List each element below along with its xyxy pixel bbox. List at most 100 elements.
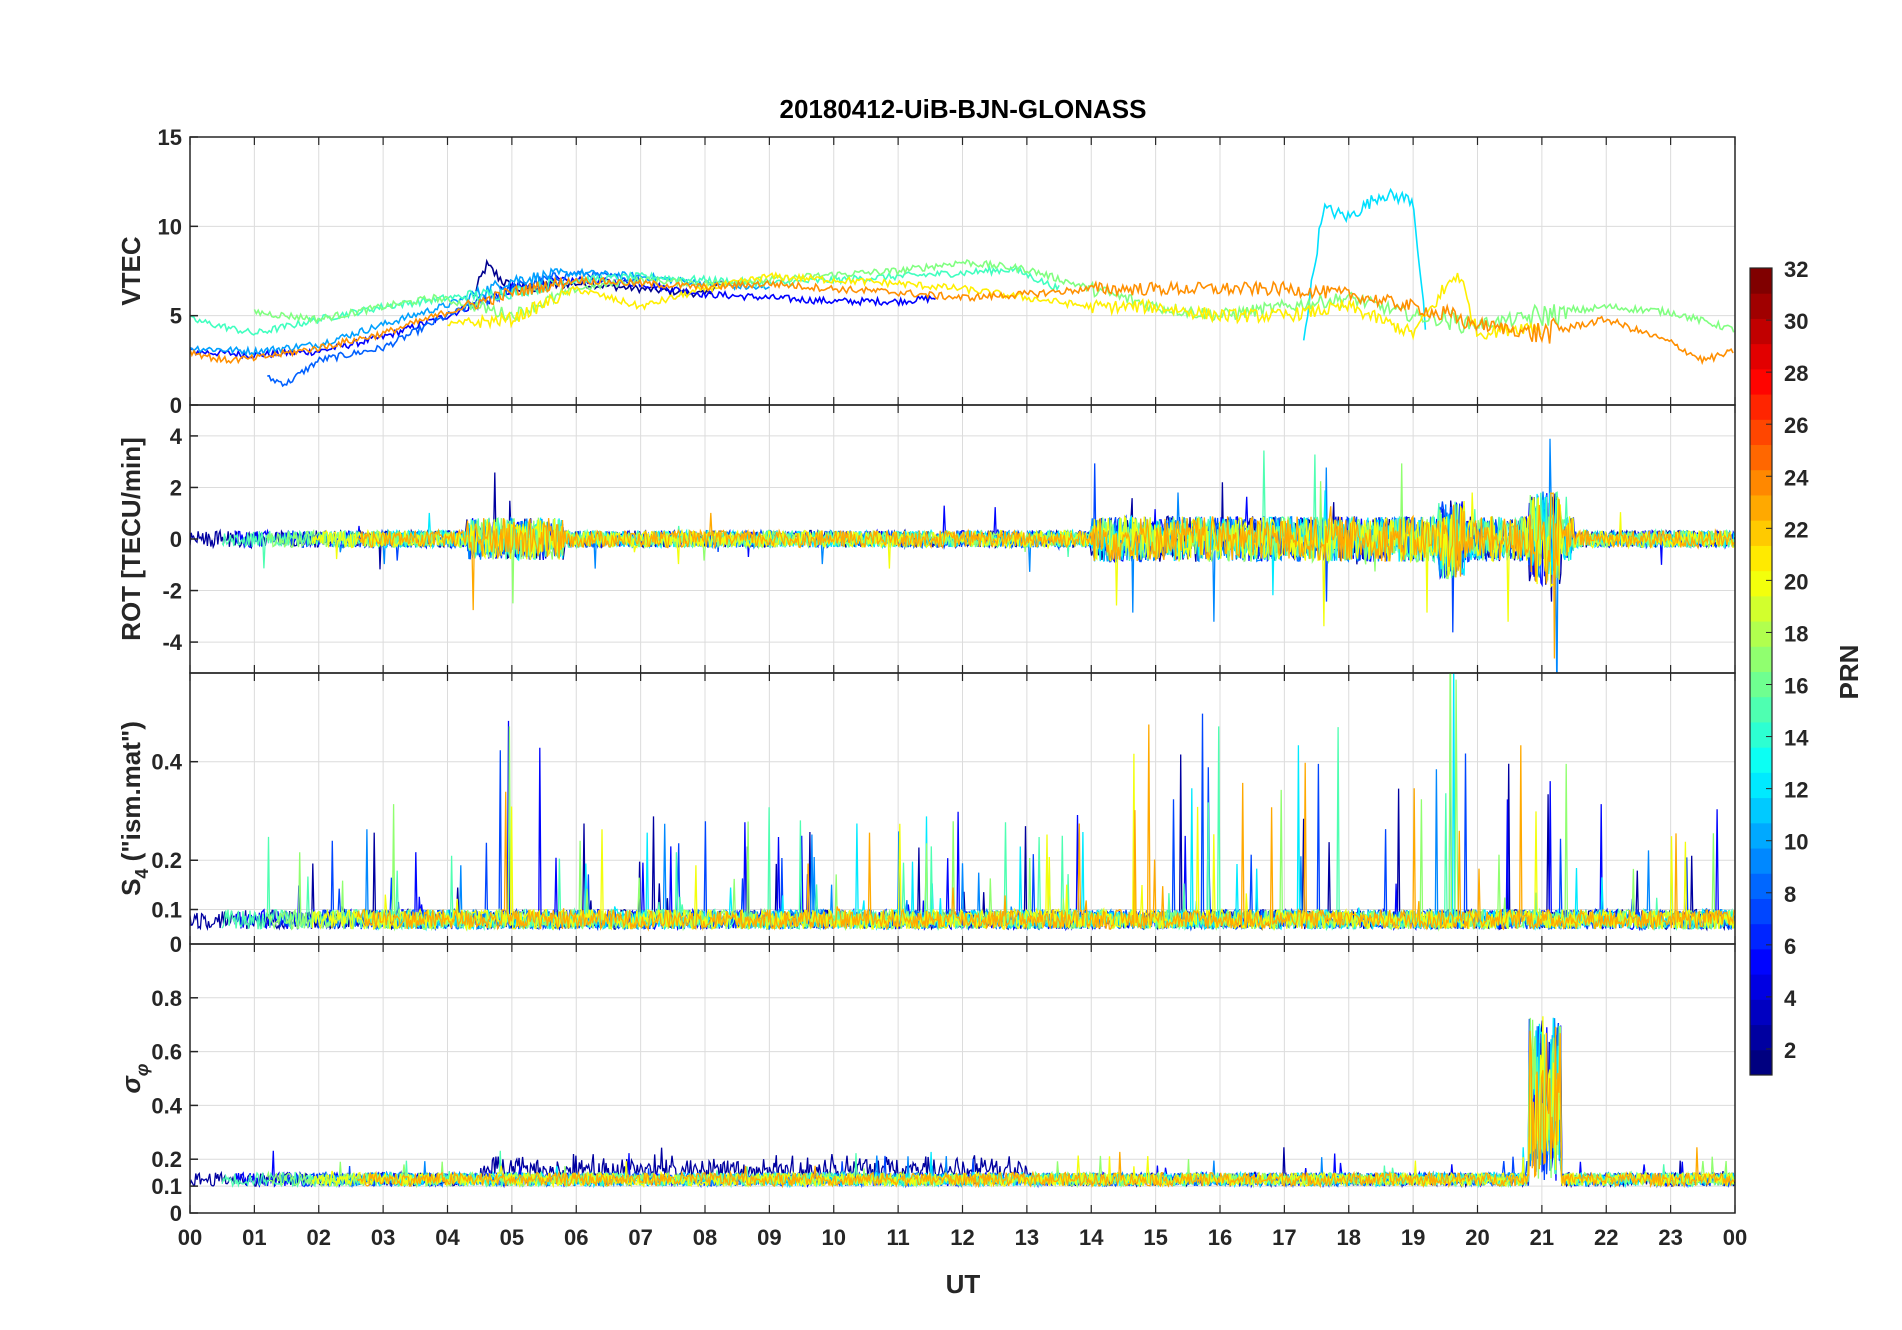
colorbar-segment	[1750, 570, 1772, 597]
vtec-series-line	[447, 271, 1542, 341]
y-tick-label: 0.4	[151, 750, 182, 775]
colorbar-segment	[1750, 419, 1772, 446]
colorbar-segment	[1750, 1024, 1772, 1051]
colorbar-tick-label: 30	[1784, 309, 1808, 334]
colorbar-segment	[1750, 469, 1772, 496]
x-tick-label: 09	[757, 1225, 781, 1250]
colorbar-tick-label: 26	[1784, 413, 1808, 438]
colorbar-label: PRN	[1834, 645, 1864, 700]
colorbar-segment	[1750, 671, 1772, 698]
y-tick-label: -4	[162, 630, 182, 655]
y-axis-label: S4 ("ism.mat")	[116, 721, 152, 896]
chart-title: 20180412-UiB-BJN-GLONASS	[779, 94, 1146, 124]
prn-series-line	[356, 1026, 1735, 1189]
colorbar-segment	[1750, 646, 1772, 672]
x-tick-label: 14	[1079, 1225, 1104, 1250]
colorbar-segment	[1750, 747, 1772, 773]
colorbar-segment	[1750, 545, 1772, 572]
prn-series-line	[266, 673, 1735, 932]
panel-traces	[190, 673, 1735, 932]
y-tick-label: 5	[170, 304, 182, 329]
x-tick-label: 05	[500, 1225, 524, 1250]
colorbar-tick-label: 4	[1784, 986, 1797, 1011]
x-axis: 00 01 02 03 04 05 06 07 08 09 10 11 12 13 14 15 16 17 18 19…	[178, 1225, 1747, 1250]
colorbar-segment	[1750, 293, 1772, 319]
colorbar-tick-label: 8	[1784, 882, 1796, 907]
y-tick-label: 0.2	[151, 1147, 182, 1172]
x-tick-label: 11	[886, 1225, 909, 1250]
vtec-series-line	[190, 274, 1734, 366]
x-tick-label: 07	[628, 1225, 652, 1250]
x-tick-label: 22	[1594, 1225, 1618, 1250]
colorbar-tick-label: 12	[1784, 778, 1808, 803]
vtec-series-line	[190, 274, 936, 360]
x-axis-label: UT	[946, 1269, 981, 1299]
x-tick-label: 03	[371, 1225, 395, 1250]
x-tick-label: 15	[1143, 1225, 1167, 1250]
colorbar-frame	[1749, 267, 1773, 1076]
panel-2: -4 -2 0 2 4 ROT [TECU/min]	[116, 404, 1736, 674]
x-tick-label: 19	[1401, 1225, 1425, 1250]
panel-1: 0 5 10 15 VTEC	[116, 125, 1736, 418]
colorbar-segment	[1750, 318, 1772, 345]
x-tick-label: 02	[307, 1225, 331, 1250]
x-tick-label: 10	[822, 1225, 846, 1250]
colorbar-tick-label: 22	[1784, 517, 1808, 542]
y-tick-label: 0	[170, 932, 182, 957]
colorbar-segment	[1750, 923, 1772, 950]
x-tick-label: 23	[1658, 1225, 1682, 1250]
panel-traces	[190, 187, 1735, 388]
colorbar-tick-label: 16	[1784, 674, 1808, 699]
colorbar-segment	[1750, 974, 1772, 1000]
x-tick-label: 06	[564, 1225, 588, 1250]
colorbar-segment	[1750, 494, 1772, 521]
colorbar-segment	[1750, 595, 1772, 622]
panel-3: 0.1 0.2 0.4S4 ("ism.mat")	[116, 672, 1736, 945]
y-tick-label: 0	[170, 1201, 182, 1226]
colorbar-tick-label: 24	[1784, 465, 1809, 490]
x-tick-label: 04	[435, 1225, 460, 1250]
y-tick-label: 0.2	[151, 848, 182, 873]
panel-traces	[190, 1016, 1735, 1189]
prn-series-line	[311, 492, 1735, 627]
y-tick-label: -2	[162, 579, 182, 604]
colorbar-segment	[1750, 999, 1772, 1026]
colorbar-tick-label: 28	[1784, 361, 1808, 386]
colorbar-segment	[1750, 848, 1772, 874]
y-tick-label: 0	[170, 393, 182, 418]
colorbar-segment	[1750, 268, 1772, 294]
colorbar-segment	[1750, 444, 1772, 471]
prn-series-line	[356, 492, 1735, 659]
vtec-series-line	[253, 259, 1735, 334]
colorbar-tick-label: 6	[1784, 934, 1796, 959]
colorbar-tick-label: 2	[1784, 1038, 1796, 1063]
prn-series-line	[356, 724, 1735, 932]
colorbar-tick-label: 20	[1784, 569, 1808, 594]
x-tick-label: 00	[1723, 1225, 1747, 1250]
y-tick-label: 10	[158, 214, 182, 239]
colorbar-segment	[1750, 772, 1772, 799]
y-tick-label: 0.4	[151, 1093, 182, 1118]
colorbar-tick-label: 32	[1784, 257, 1808, 282]
colorbar-segment	[1750, 822, 1772, 849]
x-tick-label: 00	[178, 1225, 202, 1250]
colorbar-segment	[1750, 394, 1772, 420]
y-tick-label: 0.1	[151, 1174, 182, 1199]
x-tick-label: 16	[1208, 1225, 1232, 1250]
x-tick-label: 20	[1465, 1225, 1489, 1250]
x-tick-label: 21	[1530, 1225, 1554, 1250]
y-axis-label: σφ	[116, 1063, 152, 1093]
colorbar-segment	[1750, 343, 1772, 370]
y-tick-label: 0	[170, 527, 182, 552]
y-tick-label: 4	[170, 424, 183, 449]
colorbar-segment	[1750, 721, 1772, 748]
y-tick-label: 0.1	[151, 898, 182, 923]
colorbar-tick-label: 18	[1784, 621, 1808, 646]
colorbar-segment	[1750, 696, 1772, 723]
y-tick-label: 0.8	[151, 986, 182, 1011]
y-tick-label: 0.6	[151, 1040, 182, 1065]
